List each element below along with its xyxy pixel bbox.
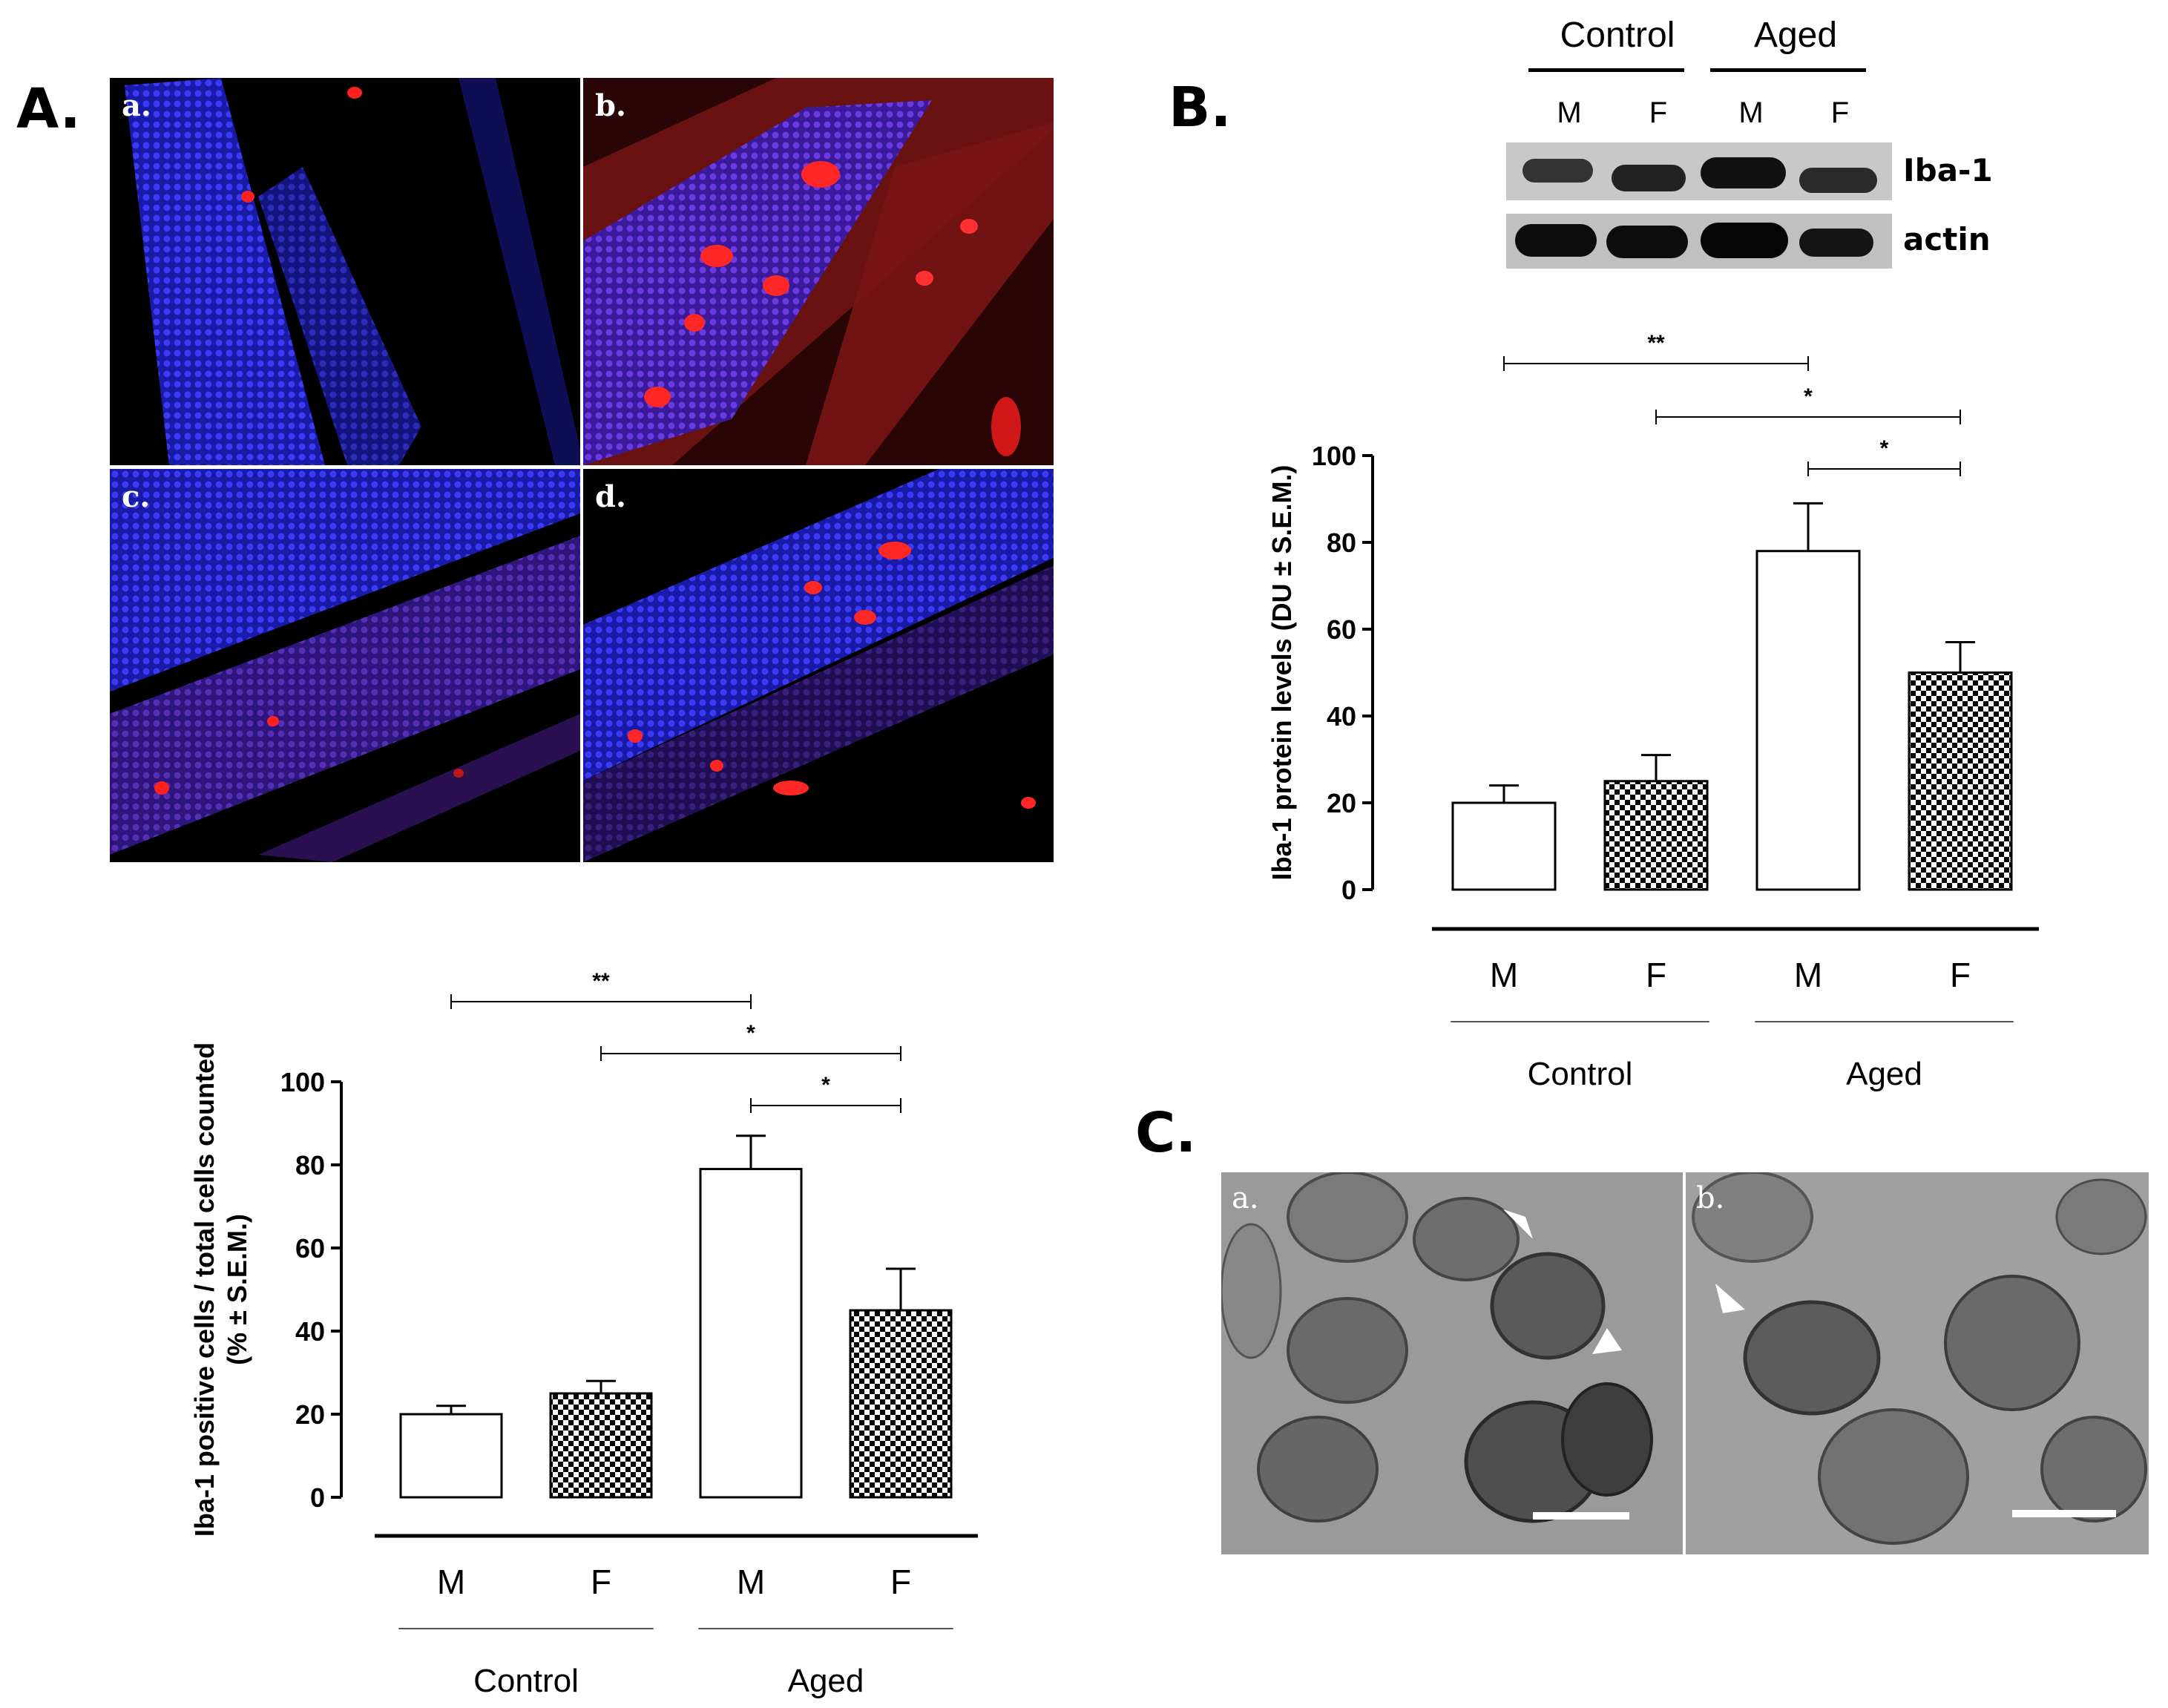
micrograph-a-texture <box>125 78 580 465</box>
blot-strip-iba1 <box>1506 142 1892 200</box>
blot-group-aged: Aged <box>1753 16 1838 55</box>
panel-b-label: B. <box>1169 76 1232 139</box>
blot-band <box>1515 224 1597 257</box>
blot-lane-1: M <box>1557 96 1582 129</box>
blot-lane-4: F <box>1830 96 1850 129</box>
y-tick-label: 60 <box>295 1233 325 1264</box>
significance-label: * <box>1880 436 1889 461</box>
panel-a-label: A. <box>16 77 81 141</box>
significance-label: ** <box>592 969 610 993</box>
y-tick-label: 100 <box>1312 441 1356 471</box>
bar <box>1451 801 1557 891</box>
micrograph-c-texture <box>110 469 580 862</box>
bar <box>399 1413 503 1499</box>
y-axis-label: Iba-1 protein levels (DU ± S.E.M.) <box>1267 465 1297 881</box>
y-tick-label: 0 <box>1341 875 1356 905</box>
micrograph-c-sublabel: c. <box>122 479 151 514</box>
significance-label: ** <box>1647 331 1665 355</box>
em-image-b-sublabel: b. <box>1696 1181 1725 1215</box>
bar <box>549 1392 653 1499</box>
bar <box>849 1309 953 1499</box>
blot-lane-2: F <box>1649 96 1668 129</box>
group-label: Aged <box>788 1663 864 1699</box>
x-tick-label: F <box>1950 956 1971 994</box>
blot-band <box>1606 226 1688 258</box>
x-tick-label: F <box>591 1563 611 1601</box>
y-tick-label: 80 <box>295 1150 325 1180</box>
blot-group-control: Control <box>1560 16 1675 55</box>
blot-band <box>1701 223 1788 258</box>
y-axis-label-line2: (% ± S.E.M.) <box>222 1214 252 1365</box>
blot-band <box>1799 168 1877 193</box>
blot-row-iba1-label: Iba-1 <box>1903 152 1993 188</box>
bar <box>699 1168 803 1499</box>
micrograph-a-control-male: a. <box>110 78 580 465</box>
em-image-a-sublabel: a. <box>1232 1181 1259 1215</box>
micrograph-c-control-female: c. <box>110 469 580 862</box>
blot-group-control-line <box>1528 68 1684 72</box>
panel-c-label: C. <box>1135 1101 1197 1165</box>
blot-band <box>1799 229 1873 257</box>
y-tick-label: 80 <box>1327 528 1356 558</box>
em-image-b: b. <box>1686 1172 2149 1554</box>
em-image-a-texture <box>1221 1172 1683 1554</box>
bar <box>1603 780 1709 891</box>
micrograph-b-texture <box>583 78 1054 465</box>
blot-strip-actin <box>1506 214 1892 269</box>
micrograph-d-aged-female: d. <box>583 469 1054 862</box>
blot-group-aged-line <box>1710 68 1866 72</box>
y-tick-label: 20 <box>295 1399 325 1430</box>
significance-label: * <box>1804 384 1813 409</box>
chart-b: 0 20 40 60 80 100 Iba-1 protein levels (DU ± S… <box>1267 331 2039 1092</box>
micrograph-b-aged-male: b. <box>583 78 1054 465</box>
y-tick-label: 40 <box>295 1316 325 1347</box>
significance-label: * <box>746 1021 755 1045</box>
em-image-a: a. <box>1221 1172 1683 1554</box>
y-tick-label: 40 <box>1327 701 1356 732</box>
y-tick-label: 100 <box>280 1067 325 1097</box>
chart-a: 0 20 40 60 80 100 Iba-1 positive cells / total… <box>189 969 978 1699</box>
y-axis-label: Iba-1 positive cells / total cells count… <box>189 1042 220 1537</box>
micrograph-b-sublabel: b. <box>595 88 626 123</box>
blot-lane-3: M <box>1738 96 1764 129</box>
x-tick-label: M <box>1490 956 1518 994</box>
blot-band <box>1522 159 1593 183</box>
x-tick-label: F <box>1646 956 1666 994</box>
x-tick-label: M <box>437 1563 465 1601</box>
y-tick-label: 20 <box>1327 788 1356 818</box>
bar <box>1908 671 2013 891</box>
y-tick-label: 60 <box>1327 614 1356 645</box>
x-tick-label: M <box>737 1563 765 1601</box>
x-tick-label: M <box>1794 956 1822 994</box>
bar <box>1755 550 1861 891</box>
x-tick-label: F <box>890 1563 911 1601</box>
blot-band <box>1612 165 1686 191</box>
micrograph-d-sublabel: d. <box>595 479 626 514</box>
blot-band <box>1701 157 1786 188</box>
group-label: Control <box>1528 1056 1633 1092</box>
micrograph-a-sublabel: a. <box>122 88 151 123</box>
group-label: Aged <box>1846 1056 1922 1092</box>
group-label: Control <box>473 1663 579 1699</box>
significance-label: * <box>821 1073 830 1097</box>
y-tick-label: 0 <box>310 1482 325 1513</box>
micrograph-d-texture <box>583 469 1054 862</box>
em-image-b-texture <box>1686 1172 2149 1554</box>
blot-row-actin-label: actin <box>1903 221 1991 257</box>
